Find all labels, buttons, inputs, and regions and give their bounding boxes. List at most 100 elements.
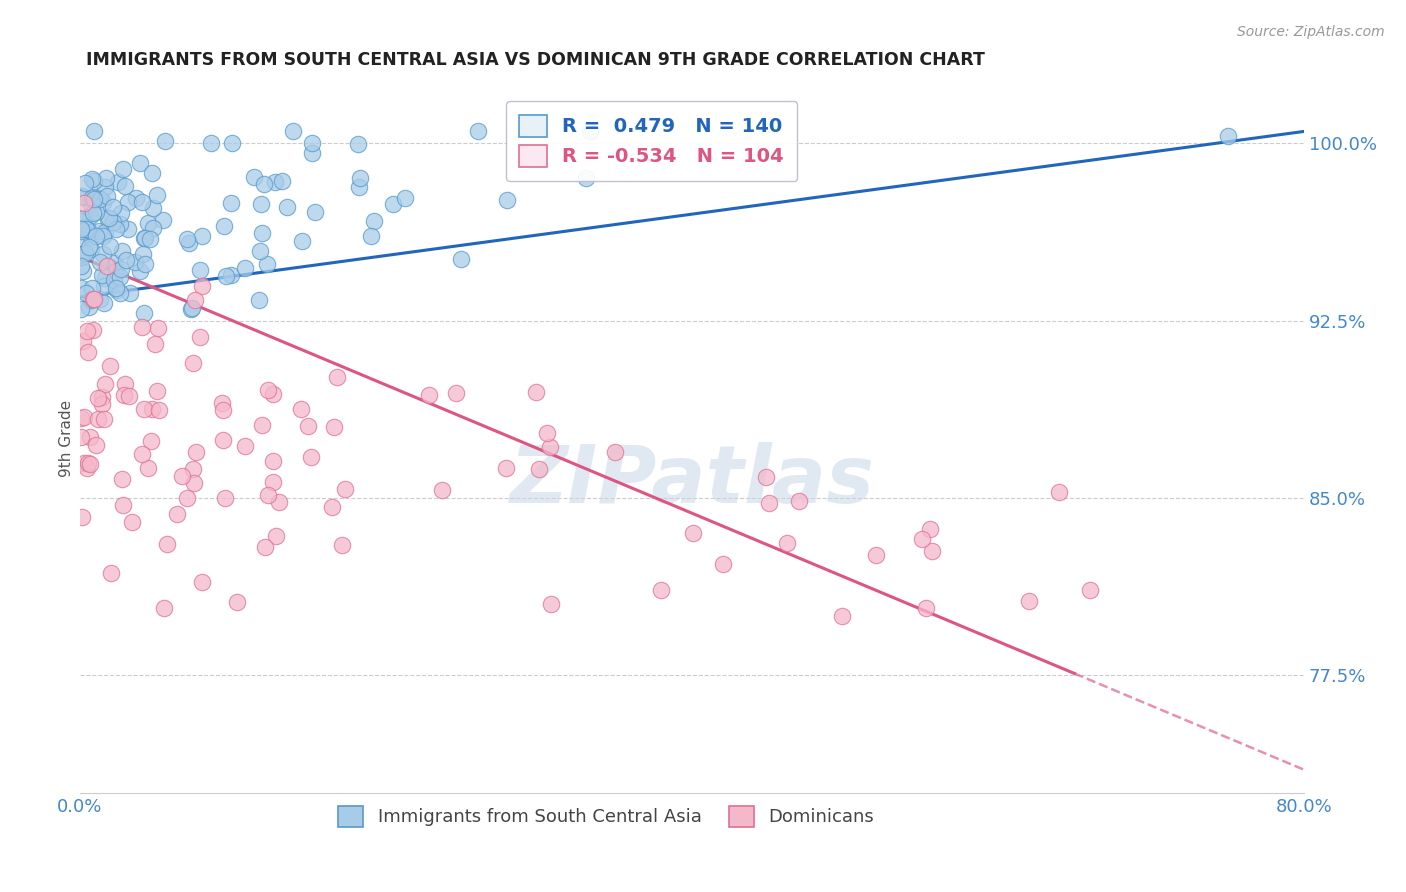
Point [110,262,132,277]
Point [266,529,288,543]
Point [148,403,170,417]
Point [257,488,280,502]
Point [214,491,236,506]
Point [75,286,97,301]
Point [253,540,276,554]
Point [363,214,385,228]
Point [103,273,125,287]
Point [97,211,120,226]
Point [184,293,207,307]
Point [75,246,97,260]
Point [72,263,94,277]
Point [360,228,382,243]
Point [114,376,136,391]
Point [536,426,558,441]
Point [291,235,314,249]
Point [108,269,131,284]
Point [143,337,166,351]
Point [301,145,323,160]
Point [301,136,323,151]
Point [111,162,134,177]
Point [605,444,627,458]
Point [82,191,104,205]
Point [84,437,107,451]
Point [93,246,115,260]
Point [111,244,134,258]
Point [73,176,96,190]
Point [787,494,810,508]
Point [326,370,349,384]
Point [93,296,115,310]
Point [579,124,602,138]
Point [575,171,598,186]
Point [100,239,122,253]
Point [430,483,453,498]
Point [93,377,115,392]
Point [111,472,134,486]
Point [80,281,103,295]
Point [186,444,208,458]
Point [134,306,156,320]
Point [83,173,105,187]
Point [89,224,111,238]
Point [650,583,672,598]
Point [176,232,198,246]
Point [117,194,139,209]
Point [495,460,517,475]
Point [129,155,152,169]
Point [250,226,273,240]
Point [72,510,94,524]
Point [156,537,179,551]
Point [129,263,152,277]
Point [70,222,93,236]
Point [212,433,235,447]
Point [1078,582,1101,597]
Point [146,384,169,399]
Point [73,456,96,470]
Point [910,533,932,547]
Text: IMMIGRANTS FROM SOUTH CENTRAL ASIA VS DOMINICAN 9TH GRADE CORRELATION CHART: IMMIGRANTS FROM SOUTH CENTRAL ASIA VS DO… [86,51,984,69]
Point [117,222,139,236]
Point [141,401,163,416]
Point [321,500,343,515]
Point [105,222,128,236]
Point [83,193,105,207]
Point [79,210,101,224]
Point [104,281,127,295]
Point [73,196,96,211]
Point [211,403,233,417]
Point [83,124,105,138]
Point [107,175,129,189]
Point [134,230,156,244]
Text: Source: ZipAtlas.com: Source: ZipAtlas.com [1237,25,1385,39]
Point [191,574,214,589]
Point [84,229,107,244]
Point [865,548,887,562]
Point [219,195,242,210]
Point [446,386,468,401]
Point [94,225,117,239]
Point [190,330,212,344]
Point [142,201,165,215]
Point [80,171,103,186]
Point [145,188,167,202]
Point [70,250,93,264]
Point [225,595,247,609]
Point [527,462,550,476]
Point [70,189,93,203]
Point [538,440,561,454]
Point [77,223,100,237]
Point [170,469,193,483]
Point [682,525,704,540]
Point [132,231,155,245]
Point [233,260,256,275]
Point [86,412,108,426]
Point [110,206,132,220]
Point [124,254,146,268]
Point [87,191,110,205]
Point [101,215,124,229]
Point [191,279,214,293]
Point [80,293,103,308]
Point [271,173,294,187]
Point [1047,484,1070,499]
